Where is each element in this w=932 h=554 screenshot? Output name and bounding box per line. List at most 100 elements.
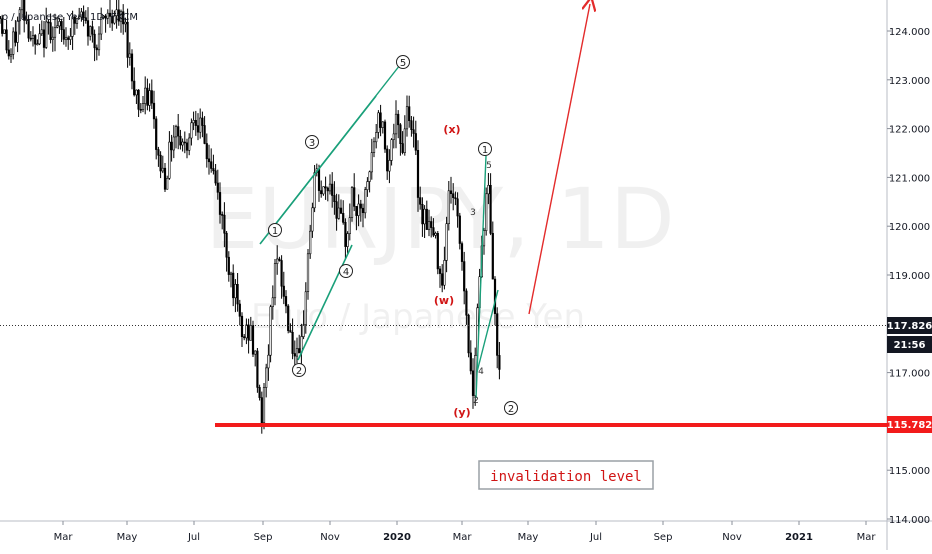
candle-body bbox=[84, 17, 87, 21]
time-tick-label: Jul bbox=[187, 532, 200, 543]
candle-body bbox=[69, 36, 72, 40]
candle-body bbox=[388, 160, 391, 172]
candle-body bbox=[188, 137, 191, 151]
candle-body bbox=[185, 142, 189, 151]
candle-body bbox=[335, 201, 338, 219]
minor-wave-label-5: 5 bbox=[486, 161, 492, 171]
candle-body bbox=[452, 193, 455, 198]
candle-body bbox=[333, 195, 336, 202]
candle-body bbox=[414, 133, 417, 151]
time-tick-label: 2020 bbox=[383, 532, 411, 543]
candle-body bbox=[471, 370, 475, 396]
candle-body bbox=[135, 89, 138, 96]
candle-body bbox=[276, 258, 279, 264]
candle-body bbox=[100, 17, 103, 35]
candle-body bbox=[245, 324, 248, 339]
candle-body bbox=[20, 0, 24, 11]
candle-body bbox=[236, 283, 239, 305]
price-axis-panel[interactable] bbox=[887, 0, 932, 550]
invalidation-level-text: invalidation level bbox=[490, 469, 642, 485]
candle-body bbox=[262, 387, 266, 424]
projection-arrow bbox=[528, 4, 590, 315]
candle-body bbox=[38, 33, 41, 45]
candle-body bbox=[328, 183, 332, 192]
candle-body bbox=[465, 290, 468, 316]
candle-body bbox=[67, 37, 70, 40]
wave-label-4-text: 4 bbox=[343, 267, 349, 278]
candle-body bbox=[73, 16, 76, 24]
candle-body bbox=[9, 54, 13, 57]
candle-body bbox=[456, 198, 459, 217]
invalidation-level-box[interactable]: invalidation level bbox=[478, 460, 654, 490]
candle-body bbox=[1, 18, 4, 34]
candle-body bbox=[93, 33, 96, 49]
candle-body bbox=[130, 53, 134, 82]
candle-body bbox=[212, 168, 215, 172]
candle-body bbox=[397, 113, 400, 126]
candle-body bbox=[348, 217, 351, 234]
candle-body bbox=[326, 187, 329, 192]
candle-body bbox=[3, 29, 6, 34]
candle-body bbox=[216, 182, 219, 193]
candle-body bbox=[172, 136, 175, 151]
candle-body bbox=[364, 189, 367, 214]
price-tick-label: 123.000 bbox=[889, 76, 930, 87]
candle-body bbox=[128, 53, 131, 58]
candle-body bbox=[271, 297, 274, 307]
candle-body bbox=[401, 143, 404, 153]
countdown-badge: 21:56 bbox=[887, 336, 932, 353]
candle-body bbox=[150, 90, 153, 104]
candle-body bbox=[181, 141, 184, 146]
candle-body bbox=[190, 122, 193, 139]
candle-body bbox=[174, 126, 178, 138]
candle-body bbox=[392, 133, 395, 140]
candle-body bbox=[146, 87, 149, 106]
channel-line-lower bbox=[297, 244, 353, 361]
candle-body bbox=[370, 152, 373, 173]
candle-body bbox=[309, 230, 312, 255]
candle-body bbox=[25, 19, 28, 21]
candle-body bbox=[106, 12, 109, 19]
candle-body bbox=[254, 350, 257, 355]
candle-body bbox=[491, 233, 494, 280]
candle-body bbox=[91, 26, 94, 35]
candle-body bbox=[62, 29, 65, 40]
candle-body bbox=[469, 352, 472, 372]
candle-body bbox=[284, 296, 288, 307]
time-tick-label: May bbox=[117, 532, 138, 543]
candle-body bbox=[196, 125, 200, 133]
candle-body bbox=[34, 35, 37, 45]
candle-body bbox=[113, 15, 116, 24]
wave-label-w: (w) bbox=[434, 294, 454, 307]
candle-body bbox=[421, 204, 424, 225]
candle-body bbox=[353, 187, 356, 207]
last-price-badge: 117.826 bbox=[887, 317, 932, 334]
price-tick-label: 115.000 bbox=[889, 466, 930, 477]
symbol-header[interactable]: o / Japanese Yen, 1D, FXCM bbox=[2, 12, 138, 23]
candle-body bbox=[449, 190, 453, 195]
wave-label-5: 5 bbox=[396, 55, 410, 69]
candle-body bbox=[45, 21, 48, 48]
candle-body bbox=[489, 185, 492, 234]
candle-body bbox=[18, 9, 21, 22]
candle-body bbox=[287, 305, 290, 331]
price-tick-label: 121.000 bbox=[889, 173, 930, 184]
minor-wave-label-2: 2 bbox=[473, 396, 479, 406]
candle-body bbox=[408, 106, 411, 121]
candle-body bbox=[240, 315, 244, 338]
candle-body bbox=[436, 233, 439, 270]
candle-body bbox=[0, 16, 2, 19]
candle-body bbox=[177, 126, 180, 137]
candle-body bbox=[390, 139, 393, 161]
time-tick-label: Mar bbox=[857, 532, 877, 543]
candle-body bbox=[474, 355, 477, 396]
candle-body bbox=[419, 197, 422, 205]
candle-body bbox=[282, 285, 285, 297]
candle-body bbox=[234, 283, 237, 299]
candle-body bbox=[82, 11, 85, 18]
candle-body bbox=[302, 324, 305, 337]
candle-body bbox=[119, 11, 123, 22]
candle-body bbox=[361, 207, 365, 213]
candle-body bbox=[344, 222, 347, 247]
